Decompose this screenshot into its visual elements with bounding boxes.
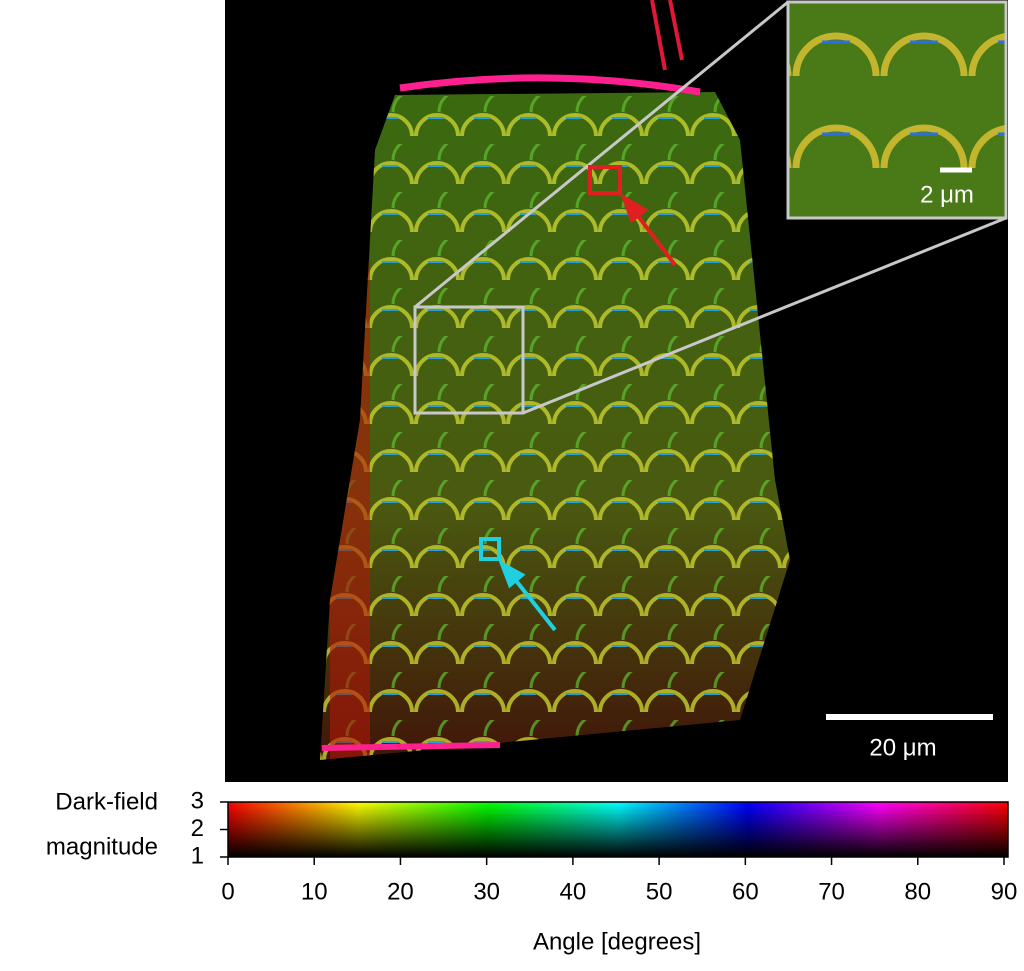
x-tick-label: 0: [221, 878, 234, 905]
specimen: [320, 92, 790, 760]
inset: 2 μm: [786, 0, 1008, 220]
x-label: Angle [degrees]: [533, 928, 701, 955]
edge: [650, 0, 684, 71]
x-tick-label: 90: [991, 878, 1018, 905]
ticks: 0 10 20 30 40 50 60 70 80 90 123: [191, 787, 1018, 905]
y-label: Dark-field: [55, 788, 158, 815]
edge: [399, 74, 701, 96]
scale-label: 20 μm: [869, 734, 936, 761]
y-label: magnitude: [46, 833, 158, 860]
x-tick-label: 40: [560, 878, 587, 905]
y-tick-label: 3: [191, 787, 204, 814]
marker: [588, 165, 622, 195]
x-tick-label: 70: [818, 878, 845, 905]
inset-scale-label: 2 μm: [920, 181, 974, 208]
x-tick-label: 80: [904, 878, 931, 905]
zoom-lines: [414, 0, 1007, 415]
y-tick-label: 1: [191, 842, 204, 869]
x-tick-label: 30: [473, 878, 500, 905]
arrow: [620, 193, 677, 267]
x-tick-label: 20: [387, 878, 414, 905]
arrow: [498, 559, 557, 632]
x-tick-label: 50: [646, 878, 673, 905]
x-tick-label: 10: [301, 878, 328, 905]
marker: [479, 537, 501, 561]
zoom-box: [413, 305, 525, 415]
x-tick-label: 60: [732, 878, 759, 905]
y-tick-label: 2: [191, 815, 204, 842]
edge: [321, 742, 501, 751]
colorbar-shade: [227, 801, 1009, 858]
